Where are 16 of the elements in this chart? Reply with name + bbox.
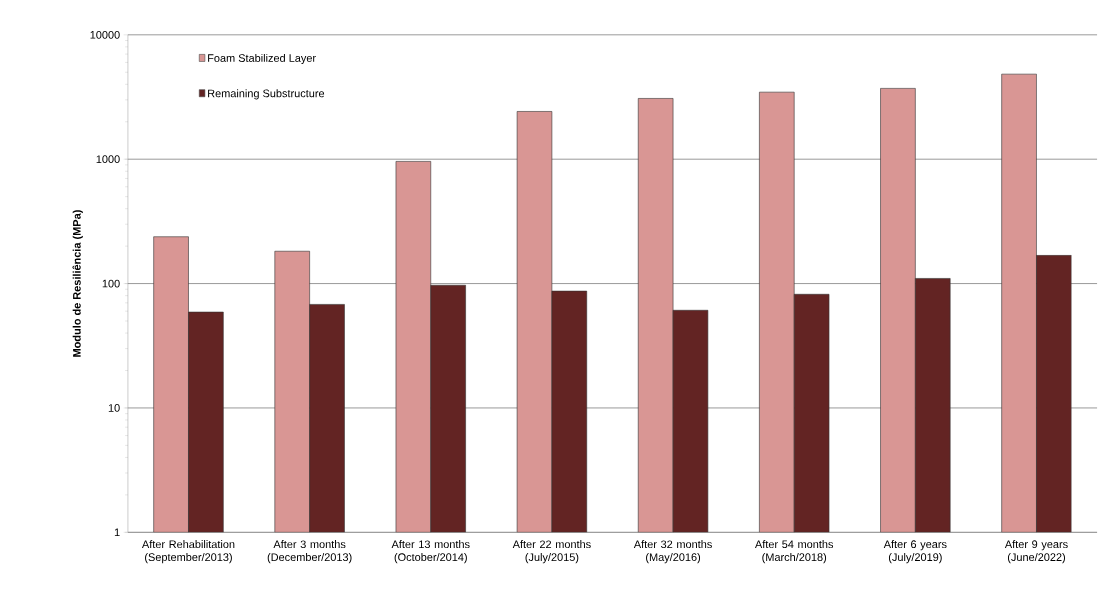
y-tick-label: 10000: [90, 30, 120, 39]
x-tick-label: After 6 years (July/2019): [883, 540, 947, 564]
y-tick-label: 1: [114, 528, 120, 537]
legend-label: Foam Stabilized Layer: [208, 53, 316, 65]
y-tick-label: 100: [102, 279, 120, 288]
x-tick-label: After 22 months (July/2015): [512, 540, 591, 564]
x-tick-label: After 13 months (October/2014): [391, 540, 470, 564]
x-tick-label: After 54 months (March/2018): [754, 540, 834, 564]
x-tick-label: After Rehabilitation (September/2013): [141, 540, 235, 564]
y-tick-label: 10: [108, 404, 120, 412]
y-tick-label: 1000: [96, 155, 120, 164]
x-tick-label: After 3 months (December/2013): [267, 540, 352, 564]
x-tick-label: After 32 months (May/2016): [633, 540, 712, 564]
legend-label: Remaining Substructure: [208, 89, 325, 100]
y-axis-title: Modulo de Resiliência (MPa): [72, 210, 83, 357]
x-tick-label: After 9 years (June/2022): [1004, 540, 1068, 564]
